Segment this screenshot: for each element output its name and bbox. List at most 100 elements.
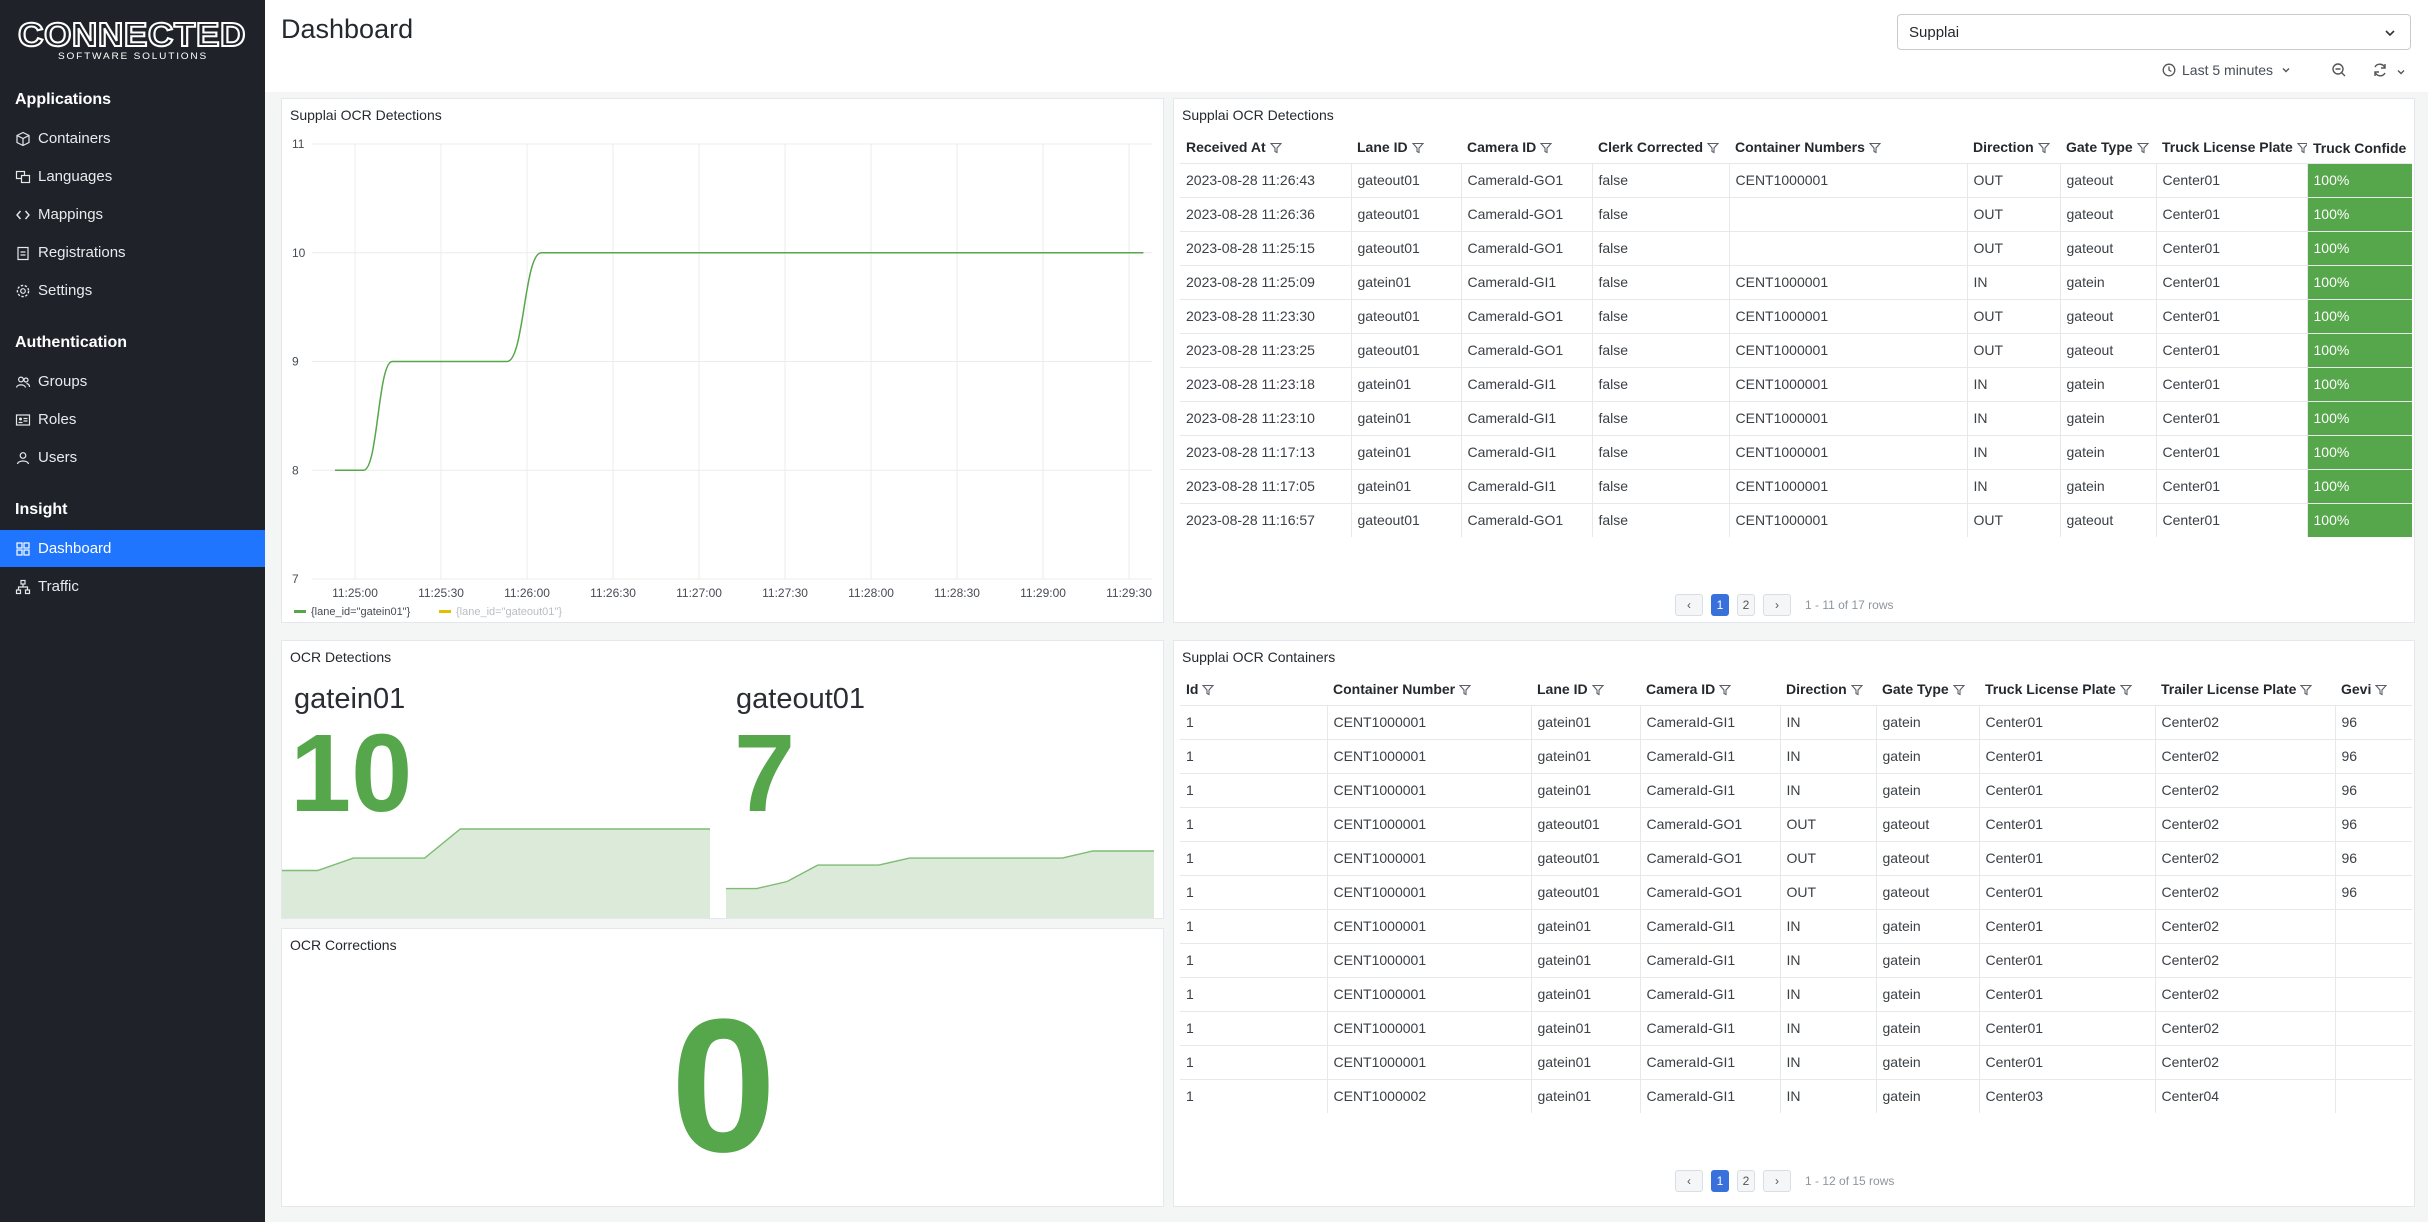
filter-icon[interactable] bbox=[1706, 141, 1720, 157]
sparkline bbox=[726, 850, 1154, 890]
pagination-next-button[interactable]: › bbox=[1763, 594, 1791, 616]
table-row[interactable]: 1 CENT1000001 gatein01 CameraId-GI1 IN gatein… bbox=[1180, 976, 2412, 1011]
sidebar-item-languages[interactable]: Languages bbox=[0, 158, 265, 195]
table-row[interactable]: 2023-08-28 11:25:09 gatein01 CameraId-GI1 f… bbox=[1180, 264, 2412, 299]
refresh-interval-chevron-icon[interactable] bbox=[2396, 64, 2406, 82]
legend-label[interactable]: {lane_id="gatein01"} bbox=[311, 606, 411, 618]
column-header-label: Id bbox=[1186, 680, 1199, 697]
column-header[interactable]: Container Number bbox=[1327, 675, 1531, 705]
column-header[interactable]: Camera ID bbox=[1640, 675, 1780, 705]
filter-icon[interactable] bbox=[2119, 683, 2132, 699]
table-row[interactable]: 2023-08-28 11:26:36 gateout01 CameraId-GO1… bbox=[1180, 196, 2412, 231]
table-row[interactable]: 1 CENT1000001 gatein01 CameraId-GI1 IN gatein… bbox=[1180, 704, 2412, 739]
column-header[interactable]: Lane ID bbox=[1531, 675, 1640, 705]
column-header-label: Gevi bbox=[2341, 680, 2372, 697]
column-header[interactable]: Direction bbox=[1967, 133, 2060, 163]
column-header[interactable]: Camera ID bbox=[1461, 133, 1592, 163]
sidebar-item-mappings[interactable]: Mappings bbox=[0, 196, 265, 233]
table-row[interactable]: 1 CENT1000001 gatein01 CameraId-GI1 IN gatein… bbox=[1180, 1044, 2412, 1079]
table-row[interactable]: 2023-08-28 11:23:18 gatein01 CameraId-GI1 f… bbox=[1180, 366, 2412, 401]
filter-icon[interactable] bbox=[2375, 683, 2388, 699]
pagination-page-button[interactable]: 2 bbox=[1737, 1170, 1755, 1192]
pagination-prev-button[interactable]: ‹ bbox=[1675, 1170, 1703, 1192]
filter-icon[interactable] bbox=[2300, 683, 2313, 699]
table-row[interactable]: 2023-08-28 11:17:05 gatein01 CameraId-GI1 f… bbox=[1180, 468, 2412, 503]
sidebar-item-settings[interactable]: Settings bbox=[0, 272, 265, 309]
table-row[interactable]: 2023-08-28 11:16:57 gateout01 CameraId-GO1… bbox=[1180, 502, 2412, 537]
pagination-page-button[interactable]: 1 bbox=[1711, 1170, 1729, 1192]
filter-icon[interactable] bbox=[2037, 141, 2050, 157]
table-cell: IN bbox=[1779, 1078, 1876, 1113]
column-header[interactable]: Truck License Plate bbox=[2156, 133, 2307, 163]
table-row[interactable]: 2023-08-28 11:26:43 gateout01 CameraId-GO1… bbox=[1180, 162, 2412, 197]
sidebar-item-label: Settings bbox=[38, 282, 93, 299]
table-cell: gateout bbox=[1875, 840, 1979, 875]
table-row[interactable]: 1 CENT1000001 gateout01 CameraId-GO1 OUT gate… bbox=[1180, 874, 2412, 909]
sidebar-item-groups[interactable]: Groups bbox=[0, 363, 265, 400]
column-header[interactable]: Trailer License Plate bbox=[2155, 675, 2335, 705]
table-cell: 1 bbox=[1180, 806, 1327, 841]
refresh-icon[interactable] bbox=[2372, 62, 2388, 83]
filter-icon[interactable] bbox=[1952, 683, 1965, 699]
table-row[interactable]: 1 CENT1000001 gateout01 CameraId-GO1 OUT gate… bbox=[1180, 806, 2412, 841]
table-row[interactable]: 1 CENT1000001 gateout01 CameraId-GO1 OUT gate… bbox=[1180, 840, 2412, 875]
table-row[interactable]: 2023-08-28 11:23:30 gateout01 CameraId-GO1… bbox=[1180, 298, 2412, 333]
tenant-select[interactable]: Supplai bbox=[1897, 14, 2411, 50]
column-header[interactable]: Direction bbox=[1780, 675, 1876, 705]
series-line[interactable] bbox=[334, 252, 1144, 471]
table-row[interactable]: 1 CENT1000001 gatein01 CameraId-GI1 IN gatein… bbox=[1180, 942, 2412, 977]
table-row[interactable]: 1 CENT1000001 gatein01 CameraId-GI1 IN gatein… bbox=[1180, 908, 2412, 943]
pagination-page-button[interactable]: 1 bbox=[1711, 594, 1729, 616]
filter-icon[interactable] bbox=[1850, 683, 1863, 699]
column-header[interactable]: Received At bbox=[1180, 133, 1351, 163]
column-header[interactable]: Gate Type bbox=[1876, 675, 1979, 705]
column-header[interactable]: Truck Confide bbox=[2307, 133, 2412, 163]
table-row[interactable]: 2023-08-28 11:25:15 gateout01 CameraId-GO1… bbox=[1180, 230, 2412, 265]
sidebar-item-dashboard[interactable]: Dashboard bbox=[0, 530, 265, 567]
sidebar-item-roles[interactable]: Roles bbox=[0, 401, 265, 438]
table-row[interactable]: 2023-08-28 11:23:25 gateout01 CameraId-GO1… bbox=[1180, 332, 2412, 367]
pagination-prev-button[interactable]: ‹ bbox=[1675, 594, 1703, 616]
sidebar-item-containers[interactable]: Containers bbox=[0, 120, 265, 157]
table-cell: IN bbox=[1779, 704, 1876, 739]
column-header[interactable]: Truck License Plate bbox=[1979, 675, 2155, 705]
pagination-page-button[interactable]: 2 bbox=[1737, 594, 1755, 616]
column-header[interactable]: Lane ID bbox=[1351, 133, 1461, 163]
column-header[interactable]: Id bbox=[1180, 675, 1327, 705]
company-logo[interactable]: CONNECTED SOFTWARE SOLUTIONS bbox=[16, 16, 248, 64]
filter-icon[interactable] bbox=[2296, 141, 2307, 157]
table-row[interactable]: 1 CENT1000001 gatein01 CameraId-GI1 IN gatein… bbox=[1180, 738, 2412, 773]
sidebar-item-users[interactable]: Users bbox=[0, 439, 265, 476]
filter-icon[interactable] bbox=[1458, 683, 1472, 699]
column-header[interactable]: Container Numbers bbox=[1729, 133, 1967, 163]
filter-icon[interactable] bbox=[1719, 683, 1732, 699]
x-tick-label: 11:26:30 bbox=[590, 586, 636, 600]
sidebar-item-traffic[interactable]: Traffic bbox=[0, 568, 265, 605]
filter-icon[interactable] bbox=[1269, 141, 1282, 157]
column-header[interactable]: Gate Type bbox=[2060, 133, 2156, 163]
pagination-next-button[interactable]: › bbox=[1763, 1170, 1791, 1192]
filter-icon[interactable] bbox=[1591, 683, 1604, 699]
zoom-out-icon[interactable] bbox=[2331, 62, 2347, 83]
filter-icon[interactable] bbox=[1540, 141, 1553, 157]
table-row[interactable]: 1 CENT1000002 gatein01 CameraId-GI1 IN gatein… bbox=[1180, 1078, 2412, 1113]
filter-icon[interactable] bbox=[1202, 683, 1215, 699]
table-cell: gatein01 bbox=[1530, 738, 1640, 773]
detections-line-chart[interactable]: 7 8 9 10 11 11:25:00 11:25:30 11:26:00 11:26:30 1… bbox=[282, 99, 1165, 624]
table-row[interactable]: 1 CENT1000001 gatein01 CameraId-GI1 IN gatein… bbox=[1180, 1010, 2412, 1045]
filter-icon[interactable] bbox=[1411, 141, 1424, 157]
filter-icon[interactable] bbox=[1868, 141, 1882, 157]
sidebar-item-label: Traffic bbox=[38, 578, 79, 595]
table-row[interactable]: 2023-08-28 11:17:13 gatein01 CameraId-GI1 f… bbox=[1180, 434, 2412, 469]
table-row[interactable]: 2023-08-28 11:23:10 gatein01 CameraId-GI1 f… bbox=[1180, 400, 2412, 435]
table-cell: false bbox=[1591, 298, 1729, 333]
x-tick-label: 11:27:30 bbox=[762, 586, 808, 600]
legend-label[interactable]: {lane_id="gateout01"} bbox=[456, 606, 562, 618]
table-cell: gateout bbox=[2059, 332, 2156, 367]
column-header[interactable]: Clerk Corrected bbox=[1592, 133, 1729, 163]
table-row[interactable]: 1 CENT1000001 gatein01 CameraId-GI1 IN gatein… bbox=[1180, 772, 2412, 807]
column-header[interactable]: Gevi bbox=[2335, 675, 2412, 705]
sidebar-item-registrations[interactable]: Registrations bbox=[0, 234, 265, 271]
filter-icon[interactable] bbox=[2136, 141, 2149, 157]
time-range-picker[interactable]: Last 5 minutes bbox=[2162, 62, 2291, 78]
